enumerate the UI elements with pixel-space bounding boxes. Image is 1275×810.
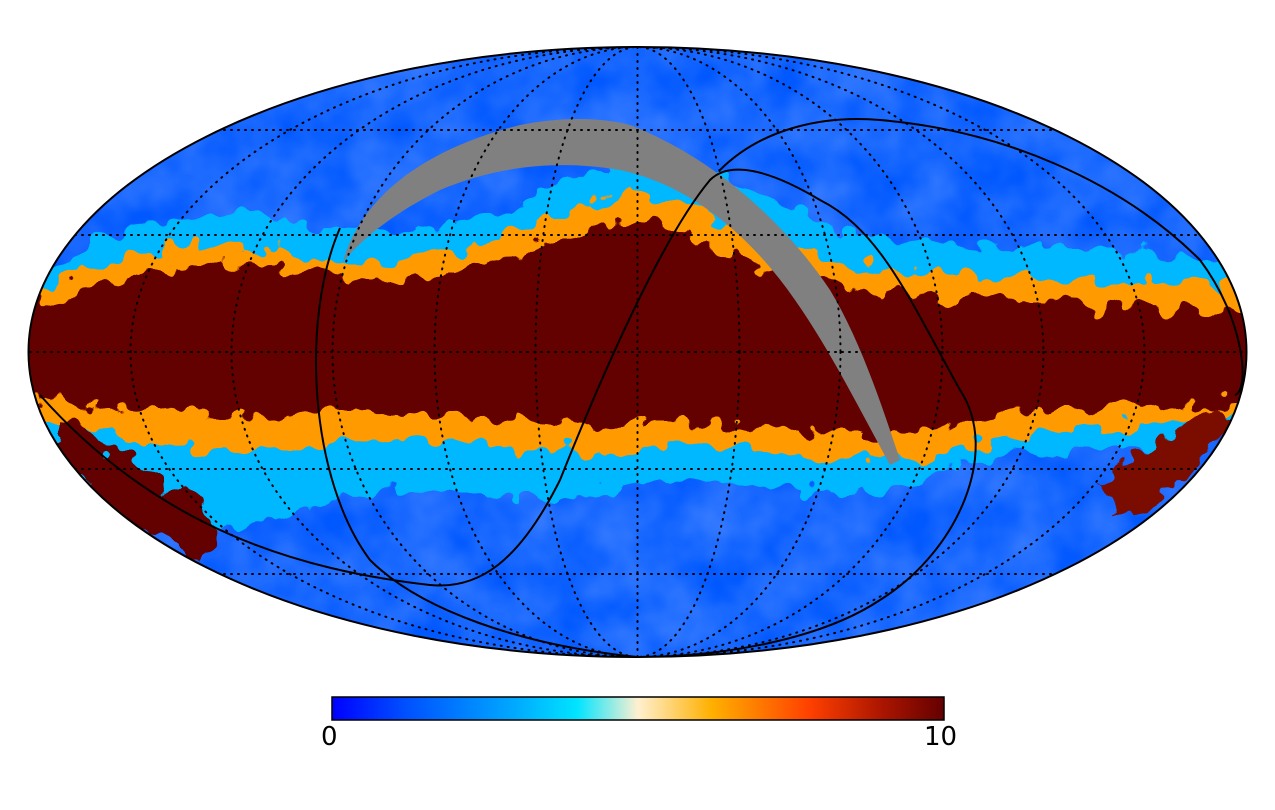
overlay-curves bbox=[39, 118, 1244, 657]
graticule-meridian bbox=[331, 47, 944, 657]
graticule-meridian bbox=[433, 47, 842, 657]
overlay-curve-right bbox=[719, 118, 1244, 396]
colorbar-min-label: 0 bbox=[321, 722, 338, 752]
colorbar-max-label: 10 bbox=[924, 722, 958, 752]
overlay-curve-s bbox=[39, 168, 977, 657]
graticule bbox=[29, 47, 1246, 657]
colorbar bbox=[331, 696, 945, 721]
graticule-meridian bbox=[230, 47, 1045, 657]
lower-right-dense-region bbox=[1100, 400, 1230, 520]
galactic-plane bbox=[28, 222, 1247, 435]
lower-left-dense-region bbox=[60, 420, 220, 560]
map-outline bbox=[27, 46, 1248, 658]
